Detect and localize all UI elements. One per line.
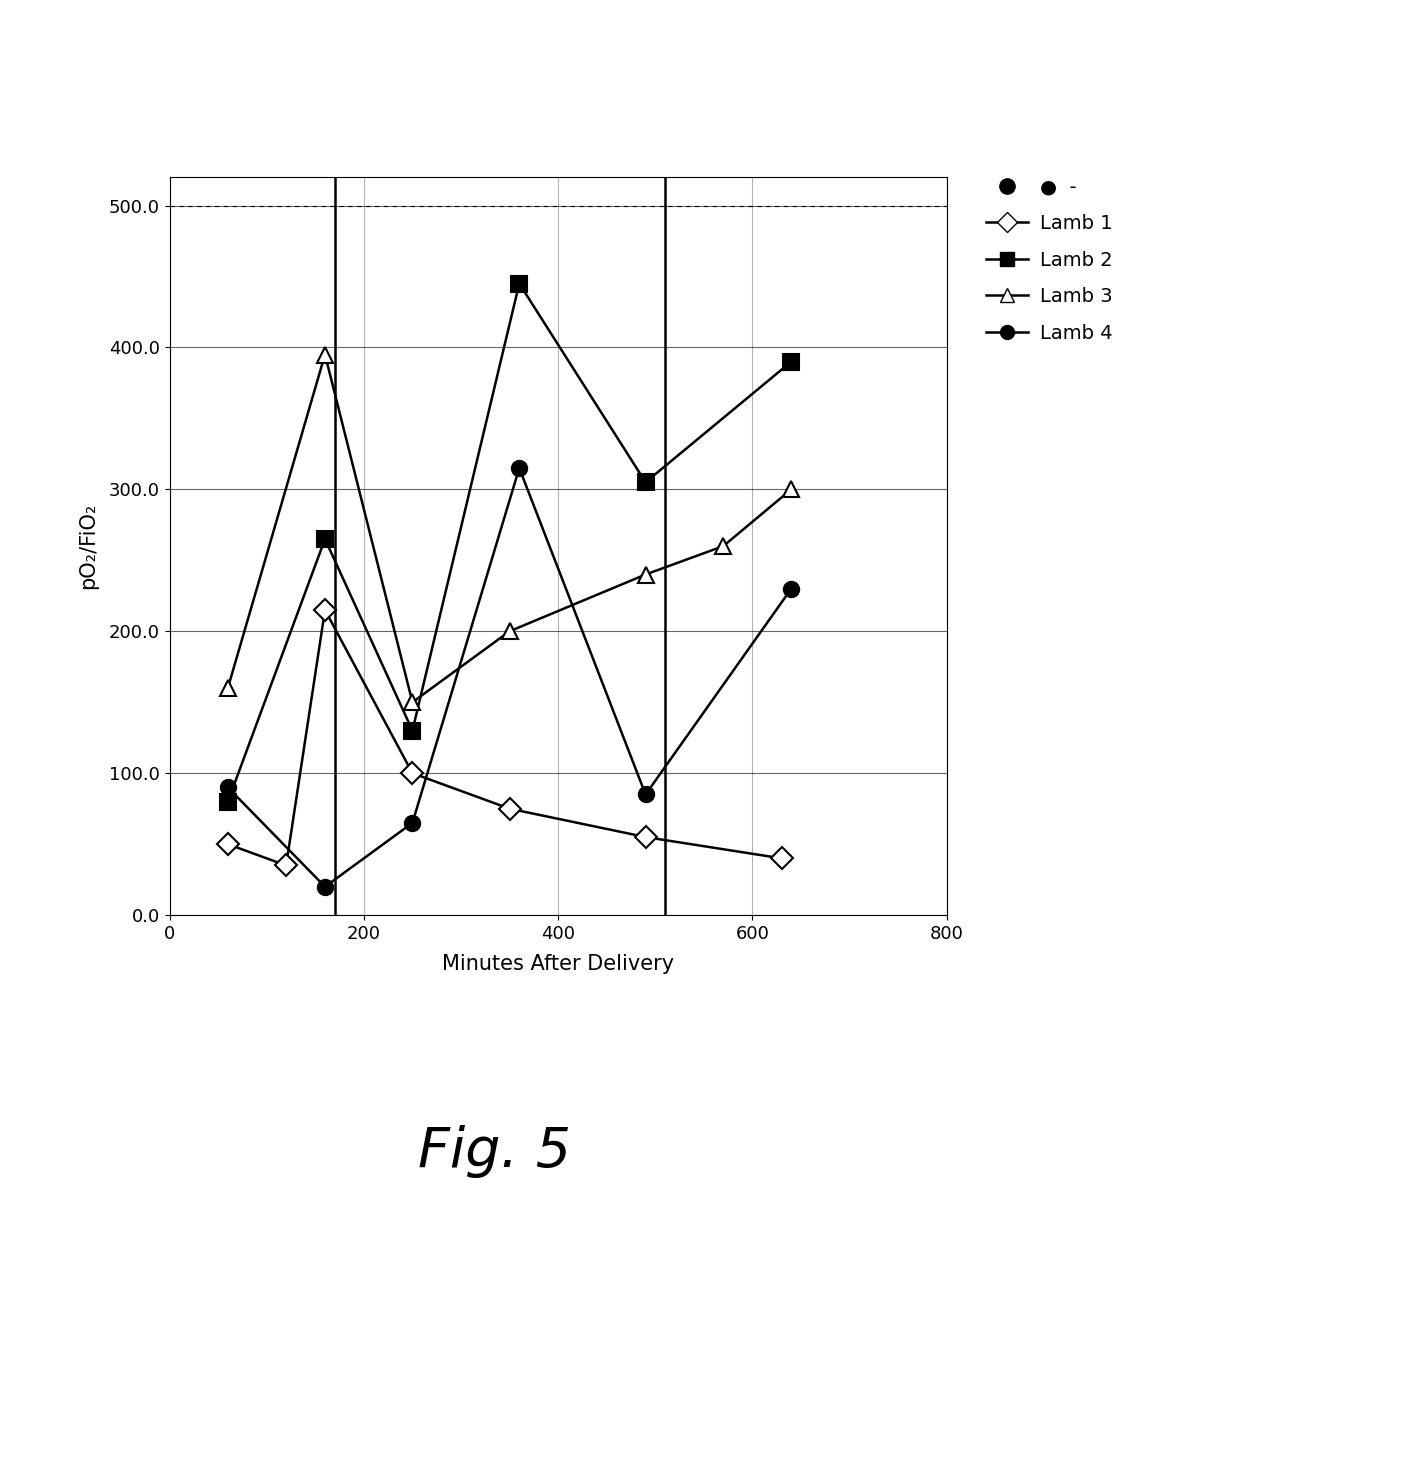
Line: Lamb 2: Lamb 2 — [220, 276, 798, 809]
Lamb 1 — [502, 800, 519, 818]
Lamb 3 — [715, 537, 732, 555]
Lamb 2 — [512, 275, 528, 292]
Y-axis label: pO₂/FiO₂: pO₂/FiO₂ — [78, 503, 97, 589]
Lamb 1 — [219, 835, 236, 853]
Lamb 3 — [637, 565, 654, 583]
Line: Lamb 3: Lamb 3 — [220, 347, 798, 710]
Lamb 4 — [404, 815, 421, 832]
Lamb 4 — [219, 778, 236, 796]
Lamb 3 — [404, 694, 421, 711]
Lamb 4 — [783, 580, 800, 598]
Lamb 4 — [512, 459, 528, 477]
Line: Lamb 4: Lamb 4 — [220, 461, 798, 894]
Lamb 1 — [278, 856, 295, 874]
Lamb 1 — [317, 601, 333, 618]
X-axis label: Minutes After Delivery: Minutes After Delivery — [442, 953, 674, 974]
Lamb 4 — [317, 878, 333, 896]
Lamb 2 — [783, 353, 800, 370]
Lamb 2 — [637, 474, 654, 492]
Lamb 3 — [219, 679, 236, 697]
Lamb 3 — [783, 481, 800, 499]
Lamb 1 — [773, 850, 790, 868]
Text: Fig. 5: Fig. 5 — [418, 1125, 571, 1178]
Lamb 2 — [317, 530, 333, 548]
Line: Lamb 1: Lamb 1 — [220, 602, 790, 874]
Lamb 3 — [502, 623, 519, 641]
Lamb 1 — [404, 765, 421, 782]
Lamb 2 — [404, 722, 421, 739]
Lamb 4 — [637, 785, 654, 803]
Lamb 1 — [637, 828, 654, 846]
Lamb 3 — [317, 345, 333, 363]
Legend: ●  -, Lamb 1, Lamb 2, Lamb 3, Lamb 4: ● -, Lamb 1, Lamb 2, Lamb 3, Lamb 4 — [978, 170, 1121, 350]
Lamb 2 — [219, 793, 236, 810]
